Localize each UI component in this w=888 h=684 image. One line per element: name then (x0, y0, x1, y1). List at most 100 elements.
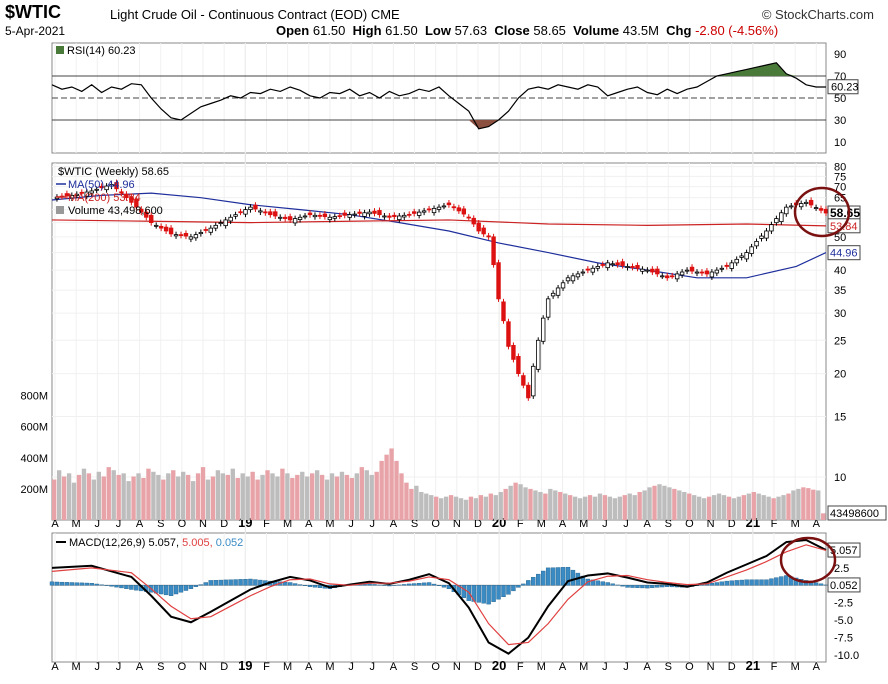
x-axis-label: S (157, 661, 164, 673)
price-candle (129, 196, 134, 203)
macd-histogram-bar (645, 585, 650, 589)
price-candle (630, 266, 635, 268)
macd-histogram-bar (292, 583, 298, 586)
rsi-tick-label: 90 (834, 49, 846, 61)
price-candle (307, 212, 313, 216)
volume-bar (761, 495, 766, 520)
price-candle (640, 268, 645, 272)
volume-bar (91, 479, 97, 520)
price-candle (94, 188, 99, 191)
macd-histogram-bar (178, 585, 184, 593)
macd-histogram-bar (287, 582, 293, 586)
macd-histogram-bar (94, 583, 99, 586)
change-value: -2.80 (-4.56%) (695, 23, 779, 38)
price-candle (769, 224, 774, 232)
macd-histogram-bar (481, 585, 486, 604)
price-candle (297, 216, 303, 220)
volume-bar (176, 476, 181, 520)
volume-bar (280, 468, 285, 520)
volume-bar (558, 492, 563, 520)
macd-histogram-bar (203, 582, 209, 586)
x-axis-label: D (728, 518, 736, 530)
volume-bar (86, 473, 92, 520)
volume-bar (582, 496, 588, 520)
macd-histogram-bar (729, 580, 734, 586)
volume-bar (389, 448, 394, 520)
volume-bar (285, 473, 290, 520)
volume-bar (394, 460, 399, 520)
macd-tick-label: -2.5 (834, 598, 853, 610)
volume-bar (300, 471, 305, 520)
volume-bar (667, 487, 672, 520)
macd-histogram-bar (441, 585, 447, 588)
volume-bar (642, 490, 647, 520)
macd-histogram-bar (545, 567, 551, 586)
price-candle (669, 275, 675, 278)
volume-bar (493, 495, 498, 520)
macd-histogram-bar (531, 577, 536, 586)
volume-bar (627, 493, 632, 520)
macd-histogram-bar (784, 575, 789, 586)
volume-bar (721, 495, 727, 520)
volume-bar (687, 493, 692, 520)
volume-bar (528, 488, 533, 520)
price-candle (243, 209, 248, 215)
volume-bar (657, 484, 662, 520)
price-candle (645, 269, 650, 272)
volume-bar (731, 498, 737, 520)
volume-bar (374, 471, 379, 520)
rsi-last-value-box (827, 79, 859, 95)
x-axis-label: D (474, 518, 482, 530)
macd-histogram-bar (739, 579, 744, 586)
panel-frame-price (51, 162, 827, 521)
rsi-line (51, 62, 826, 130)
price-candle (605, 262, 610, 269)
volume-bar (344, 474, 350, 520)
macd-histogram-bar (486, 585, 491, 605)
macd-histogram-bar (233, 579, 238, 586)
x-axis-label: A (643, 661, 651, 673)
macd-histogram-bar (248, 578, 253, 586)
change-label: Chg (666, 23, 692, 38)
volume-bar (503, 488, 508, 520)
volume-bar (533, 490, 538, 520)
volume-bar (622, 495, 627, 520)
x-axis-label: J (369, 661, 375, 673)
volume-tick-label: 600M (20, 422, 48, 434)
price-tick-label: 15 (834, 412, 846, 424)
stockcharts-logo[interactable]: © StockCharts.com (761, 7, 874, 22)
volume-tick-label: 200M (20, 484, 48, 496)
macd-histogram-bar (407, 583, 412, 586)
volume-bar (736, 496, 742, 520)
panel-frame-macd (51, 532, 827, 663)
price-candle (263, 211, 268, 214)
price-candle (173, 234, 179, 237)
x-axis-label: J (602, 518, 608, 530)
price-candle (813, 207, 819, 209)
price-last-value: 44.96 (830, 248, 858, 260)
exchange-text: CME (370, 7, 400, 22)
macd-histogram-bar (198, 584, 204, 586)
volume-bar (756, 493, 761, 520)
volume-value: 43.5M (622, 23, 659, 38)
macd-histogram-bar (620, 585, 625, 587)
macd-histogram-bar (640, 585, 645, 589)
price-candle (615, 262, 620, 266)
volume-bar (568, 495, 573, 520)
volume-bar (563, 493, 568, 520)
macd-histogram-bar (228, 579, 233, 586)
price-candle (168, 227, 174, 235)
rsi-oversold-fill (52, 120, 826, 129)
macd-histogram-bar (317, 585, 323, 588)
x-axis-label: J (116, 661, 122, 673)
volume-legend: Volume 43,498,600 (68, 205, 163, 217)
x-axis-label: M (325, 518, 334, 530)
price-candle (426, 208, 432, 211)
x-axis-label: D (220, 518, 228, 530)
volume-bar (190, 481, 196, 520)
price-candle (109, 184, 114, 187)
volume-bar (61, 476, 67, 520)
macd-histogram-bar (779, 576, 784, 586)
volume-bar (210, 476, 216, 520)
